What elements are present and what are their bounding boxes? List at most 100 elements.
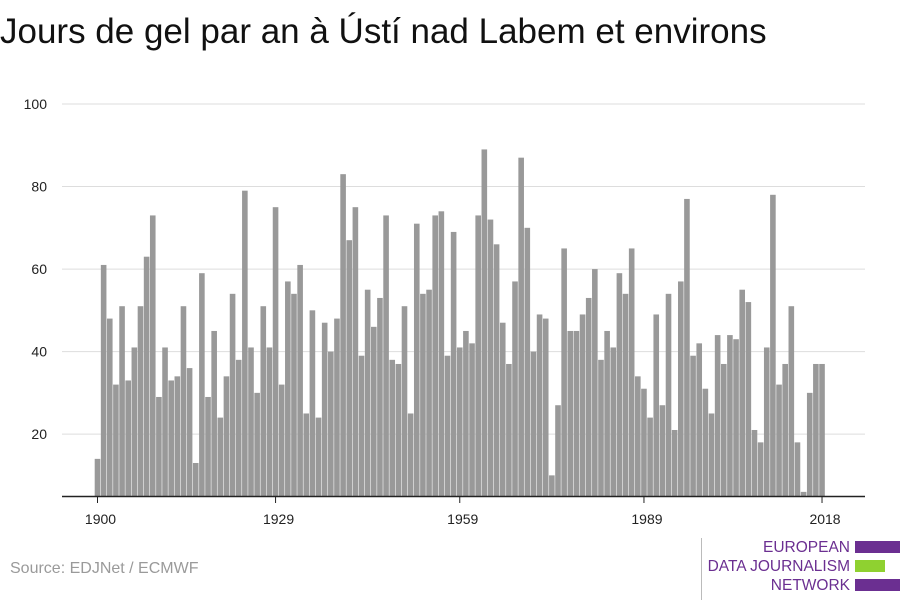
bar xyxy=(659,405,666,496)
bar xyxy=(499,322,506,496)
bar xyxy=(432,215,438,496)
logo-bar-purple-bottom xyxy=(855,579,900,591)
bar xyxy=(192,462,199,496)
bar xyxy=(328,351,334,496)
bar xyxy=(278,384,285,496)
bar xyxy=(524,227,531,496)
bar xyxy=(211,330,217,496)
bar xyxy=(592,269,598,496)
bar xyxy=(199,273,205,496)
bar xyxy=(579,314,586,496)
bar xyxy=(340,174,346,496)
logo-divider xyxy=(700,538,702,600)
y-tick-label: 40 xyxy=(31,344,47,360)
y-tick-label: 60 xyxy=(31,261,47,277)
bar xyxy=(229,293,236,496)
bar xyxy=(481,149,488,496)
logo-bar-green xyxy=(855,560,885,572)
bar xyxy=(420,293,426,496)
bar xyxy=(346,240,353,496)
bar xyxy=(106,318,113,496)
bar xyxy=(377,297,383,496)
bar xyxy=(315,417,322,496)
x-tick-label: 1989 xyxy=(631,511,662,527)
bar xyxy=(186,368,193,496)
bar xyxy=(819,363,825,496)
bar xyxy=(463,330,469,496)
bar xyxy=(739,289,745,496)
bar xyxy=(297,264,303,496)
bar xyxy=(168,380,174,496)
bar xyxy=(598,359,604,496)
bar xyxy=(358,355,365,496)
bar xyxy=(604,330,610,496)
y-axis-ticks: 20 40 60 80 100 xyxy=(24,96,48,442)
bar xyxy=(456,347,463,496)
bar xyxy=(469,343,475,496)
bar xyxy=(352,207,359,496)
bar xyxy=(727,335,733,496)
bar xyxy=(260,306,267,496)
logo-text: EUROPEAN DATA JOURNALISM NETWORK xyxy=(708,538,850,595)
x-tick-label: 1929 xyxy=(263,511,294,527)
bar xyxy=(622,293,629,496)
logo-line-3: NETWORK xyxy=(770,577,850,594)
y-tick-label: 100 xyxy=(24,96,48,112)
bar xyxy=(806,392,813,496)
chart-title: Jours de gel par an à Ústí nad Labem et … xyxy=(0,12,767,51)
bar xyxy=(610,347,617,496)
y-tick-label: 20 xyxy=(31,426,47,442)
bar xyxy=(487,219,494,497)
bar xyxy=(272,207,279,496)
bar xyxy=(205,396,211,496)
bar xyxy=(536,314,543,496)
bar xyxy=(401,306,408,496)
bar xyxy=(254,392,260,496)
bar xyxy=(217,417,224,496)
bar xyxy=(555,405,561,496)
bar xyxy=(616,273,623,496)
bar xyxy=(530,351,537,496)
bar xyxy=(100,264,107,496)
bar xyxy=(450,231,457,496)
bar xyxy=(493,244,500,496)
y-tick-label: 80 xyxy=(31,179,47,195)
logo-bar-purple-top xyxy=(855,541,900,553)
bar xyxy=(800,491,807,496)
edjnet-logo: EUROPEAN DATA JOURNALISM NETWORK xyxy=(700,538,900,600)
bar xyxy=(696,343,703,496)
bar xyxy=(285,281,291,496)
bar xyxy=(334,318,340,496)
bar xyxy=(309,310,316,496)
bar xyxy=(125,380,131,496)
bar xyxy=(137,306,144,496)
bar xyxy=(475,215,481,496)
bar xyxy=(757,442,764,496)
bar xyxy=(371,326,377,496)
bar xyxy=(751,429,758,496)
bar xyxy=(94,458,101,496)
bar xyxy=(628,248,635,496)
bar xyxy=(788,306,795,496)
bar xyxy=(321,322,328,496)
bar xyxy=(248,347,254,496)
bar xyxy=(389,359,396,496)
bar xyxy=(512,281,518,496)
bar xyxy=(776,384,782,496)
bar xyxy=(702,388,709,496)
bar xyxy=(733,339,739,496)
bar xyxy=(156,396,162,496)
bar xyxy=(708,413,715,496)
bar xyxy=(383,215,389,496)
bar xyxy=(235,359,242,496)
bar xyxy=(665,293,672,496)
bar xyxy=(585,297,592,496)
x-tick-label: 2018 xyxy=(809,511,840,527)
bars xyxy=(94,149,825,497)
bar xyxy=(635,376,641,496)
bar xyxy=(794,442,801,496)
bar xyxy=(506,363,512,496)
bar xyxy=(266,347,273,496)
bar xyxy=(113,384,119,496)
bar xyxy=(364,289,371,496)
